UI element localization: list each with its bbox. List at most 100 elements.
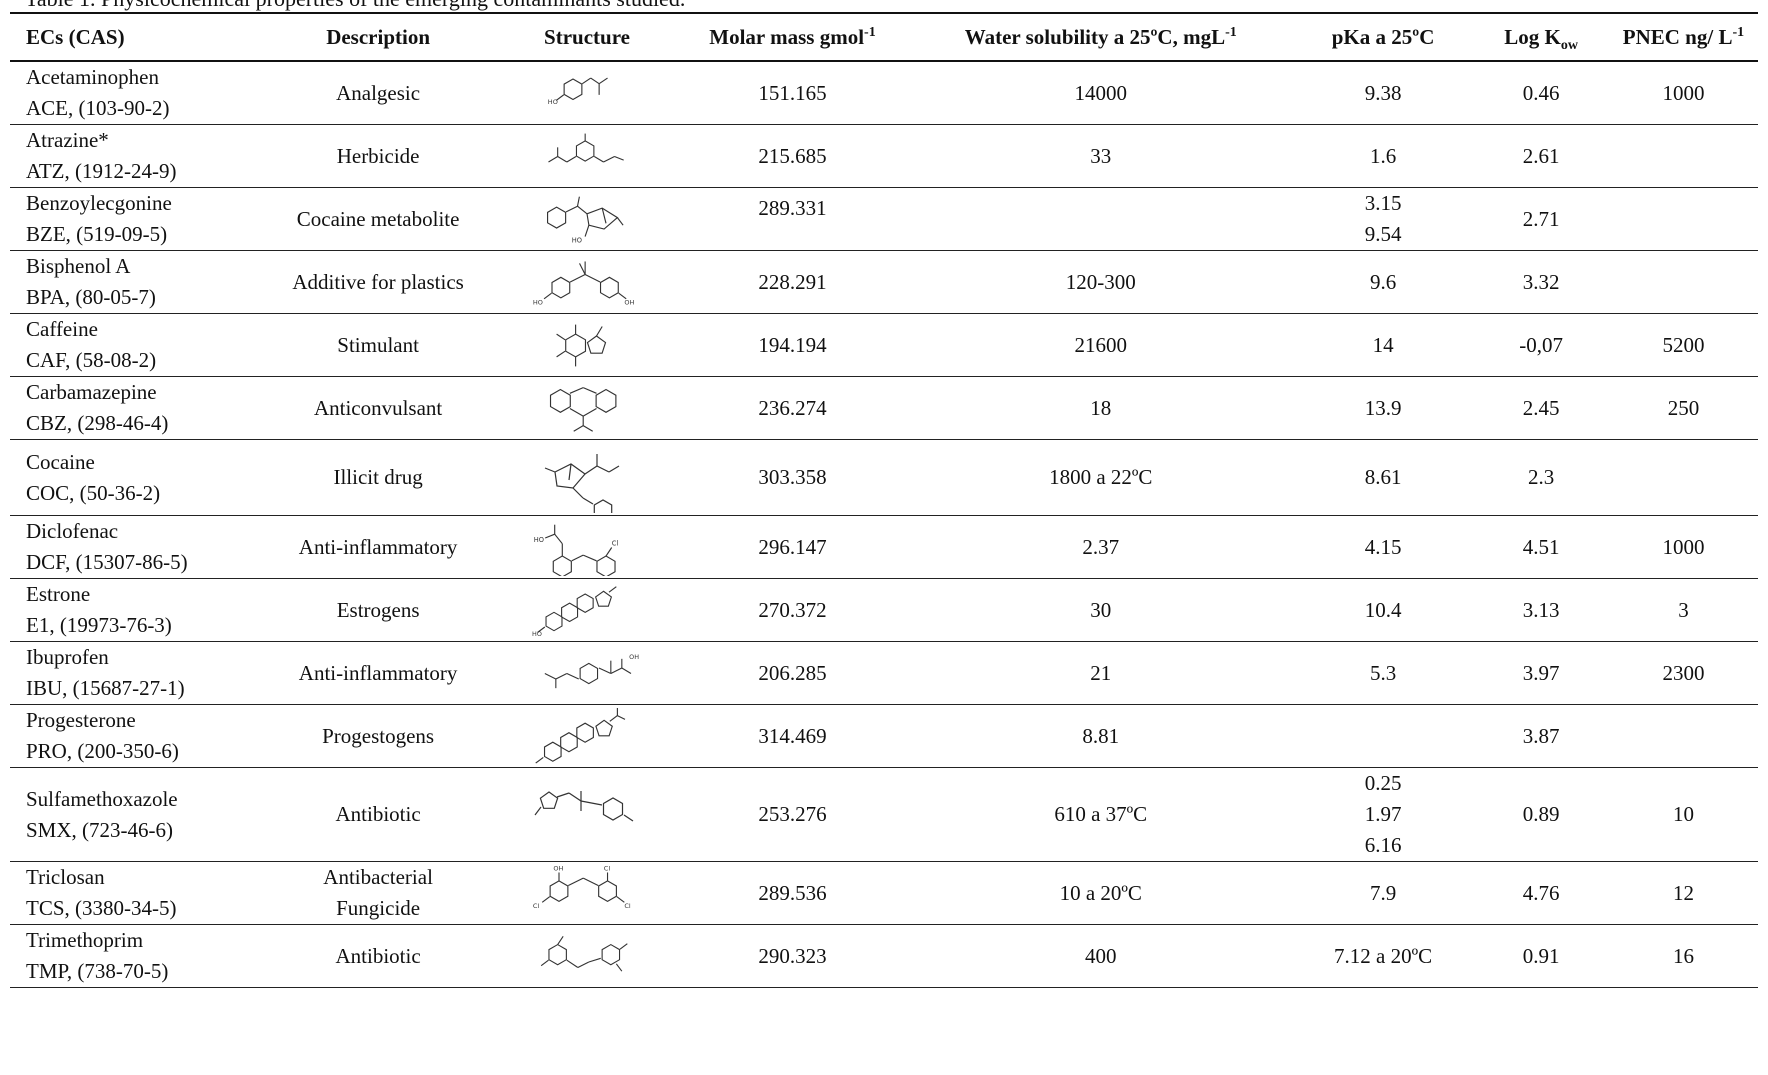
solubility-cell: 21	[1090, 660, 1112, 685]
molar-mass-cell: 206.285	[758, 660, 827, 685]
logkow-cell: 4.51	[1522, 534, 1560, 559]
compound-cell: Atrazine* ATZ, (1912-24-9)	[10, 125, 258, 188]
table-row: Progesterone PRO, (200-350-6) Progestogens…	[10, 705, 1758, 768]
pka-cell: 13.9	[1364, 395, 1402, 420]
description-cell: Stimulant	[337, 332, 419, 357]
structure-cell	[498, 768, 676, 862]
solubility-cell: 30	[1090, 597, 1112, 622]
structure-cell	[498, 377, 676, 440]
ibuprofen-structure-icon: OH	[544, 652, 639, 688]
logkow-cell: 2.45	[1522, 395, 1560, 420]
compound-code: E1, (19973-76-3)	[26, 613, 172, 637]
svg-text:Cl: Cl	[604, 865, 611, 873]
description-cell: Cocaine metabolite	[296, 206, 460, 231]
compound-name: Sulfamethoxazole	[26, 786, 178, 811]
pnec-cell: 10	[1672, 802, 1694, 826]
benzoylecgonine-structure-icon: HO	[547, 196, 624, 244]
logkow-cell: 0.91	[1522, 943, 1560, 968]
compound-cell: Sulfamethoxazole SMX, (723-46-6)	[10, 768, 258, 862]
compound-cell: Estrone E1, (19973-76-3)	[10, 579, 258, 642]
description-cell: Analgesic	[336, 80, 421, 105]
compound-code: SMX, (723-46-6)	[26, 817, 173, 842]
header-structure: Structure	[544, 24, 630, 49]
progesterone-structure-icon	[535, 707, 626, 764]
compound-cell: Diclofenac DCF, (15307-86-5)	[10, 516, 258, 579]
compound-name: Diclofenac	[26, 519, 119, 543]
solubility-cell: 33	[1090, 143, 1112, 168]
compound-name: Trimethoprim	[26, 928, 144, 952]
molar-mass-cell: 228.291	[758, 269, 827, 294]
estrone-structure-icon: HO	[532, 585, 617, 638]
structure-cell: OH Cl Cl Cl	[498, 862, 676, 925]
compound-name: Acetaminophen	[26, 65, 159, 89]
table-row: Bisphenol A BPA, (80-05-7) Additive for pl…	[10, 251, 1758, 314]
compound-code: BPA, (80-05-7)	[26, 285, 156, 309]
solubility-cell: 8.81	[1082, 723, 1120, 748]
pka-cell: 4.15	[1364, 534, 1402, 559]
pka-cell: 5.3	[1369, 660, 1397, 685]
molar-mass-cell: 314.469	[758, 723, 827, 748]
svg-text:Cl: Cl	[612, 539, 619, 547]
pka-cell: 9.6	[1369, 269, 1397, 294]
structure-cell	[498, 440, 676, 516]
compound-code: IBU, (15687-27-1)	[26, 676, 185, 700]
compound-name: Caffeine	[26, 317, 98, 341]
svg-text:OH: OH	[624, 298, 634, 306]
logkow-cell: 0.89	[1522, 802, 1560, 826]
table-row: Carbamazepine CBZ, (298-46-4) Anticonvulsa…	[10, 377, 1758, 440]
molar-mass-cell: 289.331	[758, 196, 827, 220]
molar-mass-cell: 151.165	[758, 80, 827, 105]
pka-cell: 3.15 9.54	[1364, 191, 1402, 246]
compound-code: ACE, (103-90-2)	[26, 96, 170, 120]
logkow-cell: 2.3	[1528, 465, 1555, 489]
compound-code: PRO, (200-350-6)	[26, 739, 179, 763]
pka-cell: 8.61	[1364, 465, 1402, 489]
triclosan-structure-icon: OH Cl Cl Cl	[533, 865, 631, 910]
compound-name: Carbamazepine	[26, 380, 157, 404]
pka-cell: 9.38	[1364, 80, 1402, 105]
solubility-cell: 14000	[1074, 80, 1128, 105]
description-cell: Anti-inflammatory	[298, 660, 458, 685]
description-cell: Antibacterial Fungicide	[323, 865, 433, 920]
svg-text:HO: HO	[572, 236, 582, 244]
header-description: Description	[326, 24, 431, 49]
compound-code: TCS, (3380-34-5)	[26, 896, 177, 920]
pnec-cell: 2300	[1662, 660, 1705, 685]
description-cell: Herbicide	[336, 143, 420, 168]
structure-cell	[498, 705, 676, 768]
molar-mass-cell: 289.536	[758, 880, 827, 905]
structure-cell: HO OH	[498, 251, 676, 314]
solubility-cell: 10 a 20ºC	[1059, 880, 1142, 905]
logkow-cell: 4.76	[1522, 880, 1560, 905]
table-row: Cocaine COC, (50-36-2) Illicit drug 303.358…	[10, 440, 1758, 516]
pka-cell	[1293, 705, 1474, 768]
carbamazepine-structure-icon	[549, 386, 617, 432]
structure-cell: HO	[498, 61, 676, 125]
pnec-cell	[1609, 705, 1758, 768]
pnec-cell: 3	[1678, 597, 1689, 622]
table-row: Trimethoprim TMP, (738-70-5) Antibiotic 290…	[10, 925, 1758, 988]
table-row: Caffeine CAF, (58-08-2) Stimulant 194.194 21…	[10, 314, 1758, 377]
structure-cell: OH	[498, 642, 676, 705]
logkow-cell: 3.13	[1522, 597, 1560, 622]
header-row: ECs (CAS) Description Structure Molar ma…	[10, 13, 1758, 61]
header-water-solubility: Water solubility a 25ºC, mgL-1	[964, 24, 1237, 49]
compound-name: Ibuprofen	[26, 645, 109, 669]
atrazine-structure-icon	[548, 133, 624, 162]
description-cell: Anticonvulsant	[313, 395, 443, 420]
logkow-cell: 2.61	[1522, 143, 1560, 168]
header-pnec: PNEC ng/ L-1	[1622, 24, 1745, 49]
structure-cell	[498, 125, 676, 188]
description-cell: Estrogens	[336, 597, 420, 622]
compound-name: Estrone	[26, 582, 91, 606]
compound-cell: Caffeine CAF, (58-08-2)	[10, 314, 258, 377]
compound-cell: Trimethoprim TMP, (738-70-5)	[10, 925, 258, 988]
molar-mass-cell: 303.358	[758, 465, 827, 489]
table-row: Acetaminophen ACE, (103-90-2) Analgesic HO 1…	[10, 61, 1758, 125]
pka-cell: 1.6	[1369, 143, 1397, 168]
svg-text:OH: OH	[553, 865, 563, 873]
compound-code: COC, (50-36-2)	[26, 480, 161, 505]
compound-name: Atrazine*	[26, 128, 109, 152]
logkow-cell: 3.87	[1522, 723, 1560, 748]
pnec-cell: 16	[1672, 943, 1694, 968]
